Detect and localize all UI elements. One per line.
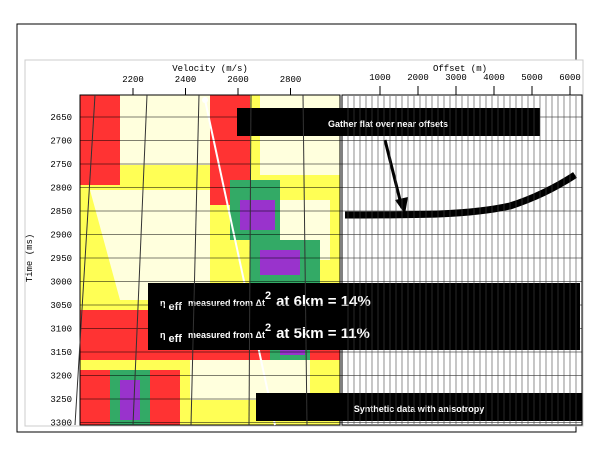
gather-event	[344, 172, 577, 219]
arrowhead	[395, 197, 408, 214]
x-tick-label: 2800	[280, 75, 302, 85]
y-tick-label: 2950	[50, 254, 72, 264]
annotation: Gather flat over near offsets	[328, 119, 448, 129]
x-tick-label: 4000	[483, 73, 505, 83]
annotation-part: eff	[169, 301, 183, 313]
y-tick-label: 3050	[50, 301, 72, 311]
annotation-part: 2	[265, 290, 271, 302]
x-tick-label: 1000	[369, 73, 391, 83]
pick-start	[202, 97, 208, 103]
annotation-part: measured from Δt	[188, 298, 265, 308]
x-tick-label: 2400	[175, 75, 197, 85]
guide-curve	[74, 94, 96, 426]
y-tick-label: 3100	[50, 325, 72, 335]
y-tick-label: 3000	[50, 278, 72, 288]
x-tick-label: 2200	[122, 75, 144, 85]
axis-title: Time (ms)	[25, 234, 35, 283]
axis-title: Velocity (m/s)	[172, 64, 248, 74]
y-tick-label: 2900	[50, 231, 72, 241]
annotation-part: η	[160, 330, 166, 340]
annotation-box	[148, 283, 580, 350]
y-tick-label: 2750	[50, 160, 72, 170]
annotation-part: at 5km = 11%	[276, 325, 370, 342]
x-tick-label: 3000	[445, 73, 467, 83]
annotation: η eff measured from Δt2 at 6km = 14%	[160, 290, 371, 313]
y-tick-label: 2800	[50, 184, 72, 194]
heatmap-light	[90, 95, 340, 400]
annotation-part: eff	[169, 333, 183, 345]
annotations: Gather flat over near offsets Synthetic …	[148, 108, 582, 421]
y-tick-label: 2700	[50, 137, 72, 147]
y-tick-label: 3200	[50, 372, 72, 382]
guide-curve	[190, 94, 200, 426]
y-tick-label: 3250	[50, 395, 72, 405]
guide-curve	[132, 94, 148, 426]
velocity-pick	[204, 99, 276, 426]
y-tick-label: 3150	[50, 348, 72, 358]
x-tick-label: 2600	[227, 75, 249, 85]
arrow	[383, 139, 404, 209]
panel-border	[79, 94, 341, 426]
axis-title: Offset (m)	[433, 64, 487, 74]
x-tick-label: 5000	[521, 73, 543, 83]
annotation-part: η	[160, 298, 166, 308]
y-tick-label: 2850	[50, 207, 72, 217]
x-tick-label: 6000	[559, 73, 581, 83]
guide-curve	[248, 94, 252, 426]
annotation-part: measured from Δt	[188, 330, 265, 340]
x-tick-label: 2000	[407, 73, 429, 83]
annotation-part: at 6km = 14%	[276, 293, 371, 310]
annotation-box	[237, 108, 540, 136]
y-tick-label: 2650	[50, 113, 72, 123]
heatmap-green	[110, 180, 320, 425]
y-tick-label: 3300	[50, 419, 72, 429]
annotation-part: 2	[265, 322, 271, 334]
annotation-box	[256, 393, 582, 421]
annotation: Synthetic data with anisotropy	[354, 404, 485, 414]
heatmap-purple	[120, 200, 305, 420]
guide-curve	[302, 94, 308, 426]
annotation: η eff measured from Δt2 at 5km = 11%	[160, 322, 370, 345]
